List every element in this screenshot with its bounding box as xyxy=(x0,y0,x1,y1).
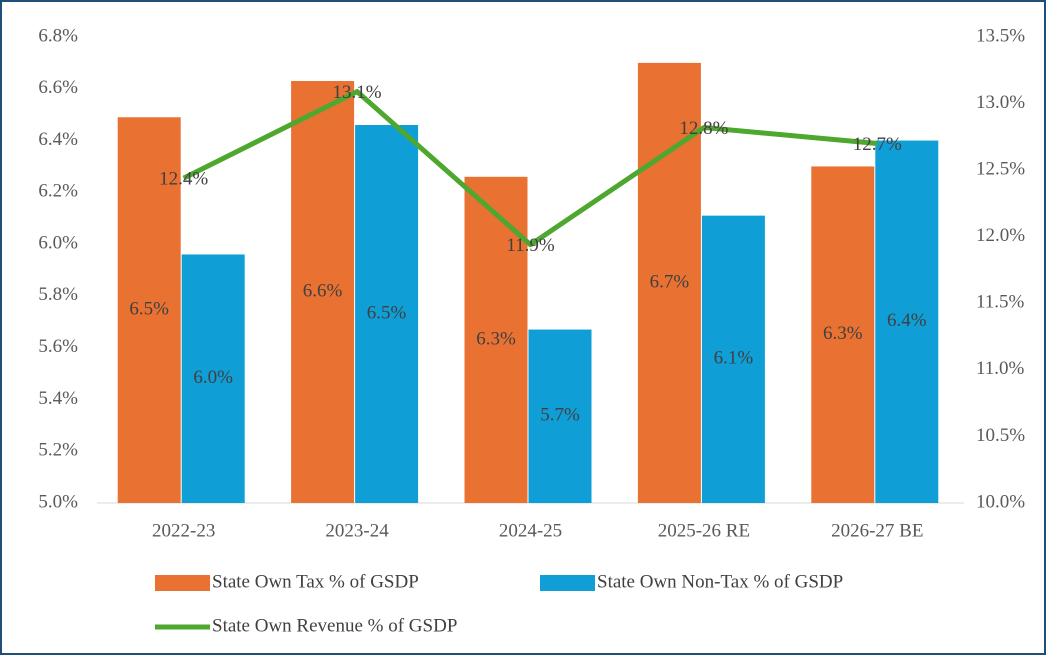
data-label: 6.7% xyxy=(650,271,690,292)
legend-swatch xyxy=(540,575,595,591)
legend-label: State Own Revenue % of GSDP xyxy=(212,615,457,636)
y-tick-label: 5.8% xyxy=(38,284,78,305)
x-tick-label: 2023-24 xyxy=(325,520,389,541)
data-label: 6.3% xyxy=(476,328,516,349)
data-label: 6.5% xyxy=(129,298,169,319)
bar xyxy=(701,215,765,503)
y2-tick-label: 10.5% xyxy=(976,425,1025,446)
bar xyxy=(528,329,592,503)
data-label: 11.9% xyxy=(506,235,555,256)
y-tick-label: 5.4% xyxy=(38,388,78,409)
data-label: 6.6% xyxy=(303,280,343,301)
y-tick-label: 6.2% xyxy=(38,181,78,202)
data-label: 12.8% xyxy=(679,118,728,139)
y-tick-label: 6.6% xyxy=(38,77,78,98)
y2-tick-label: 11.0% xyxy=(976,358,1025,379)
bar xyxy=(291,81,355,503)
data-label: 6.1% xyxy=(714,348,754,369)
y2-tick-label: 13.0% xyxy=(976,92,1025,113)
y-tick-label: 6.8% xyxy=(38,25,78,46)
data-label: 6.4% xyxy=(887,310,927,331)
bar xyxy=(355,125,419,504)
data-label: 13.1% xyxy=(333,82,382,103)
bar xyxy=(811,166,875,503)
x-tick-label: 2026-27 BE xyxy=(831,520,923,541)
y-tick-label: 6.0% xyxy=(38,232,78,253)
bar xyxy=(181,254,245,503)
x-tick-label: 2022-23 xyxy=(152,520,215,541)
legend-label: State Own Non-Tax % of GSDP xyxy=(597,571,843,592)
x-tick-label: 2025-26 RE xyxy=(658,520,750,541)
y-tick-label: 5.0% xyxy=(38,491,78,512)
y-tick-label: 6.4% xyxy=(38,129,78,150)
data-label: 6.0% xyxy=(193,367,233,388)
data-label: 6.3% xyxy=(823,323,863,344)
bar xyxy=(875,140,939,504)
data-label: 12.4% xyxy=(159,168,208,189)
line xyxy=(182,89,878,248)
y-tick-label: 5.2% xyxy=(38,440,78,461)
y2-tick-label: 12.5% xyxy=(976,159,1025,180)
data-label: 5.7% xyxy=(540,405,580,426)
data-label: 12.7% xyxy=(853,134,902,155)
y2-tick-label: 10.0% xyxy=(976,491,1025,512)
legend-swatch xyxy=(155,575,210,591)
legend-label: State Own Tax % of GSDP xyxy=(212,571,419,592)
data-label: 6.5% xyxy=(367,302,407,323)
y2-tick-label: 11.5% xyxy=(976,292,1025,313)
bar xyxy=(117,117,181,503)
y2-tick-label: 12.0% xyxy=(976,225,1025,246)
x-tick-label: 2024-25 xyxy=(499,520,562,541)
y-tick-label: 5.6% xyxy=(38,336,78,357)
y2-tick-label: 13.5% xyxy=(976,25,1025,46)
